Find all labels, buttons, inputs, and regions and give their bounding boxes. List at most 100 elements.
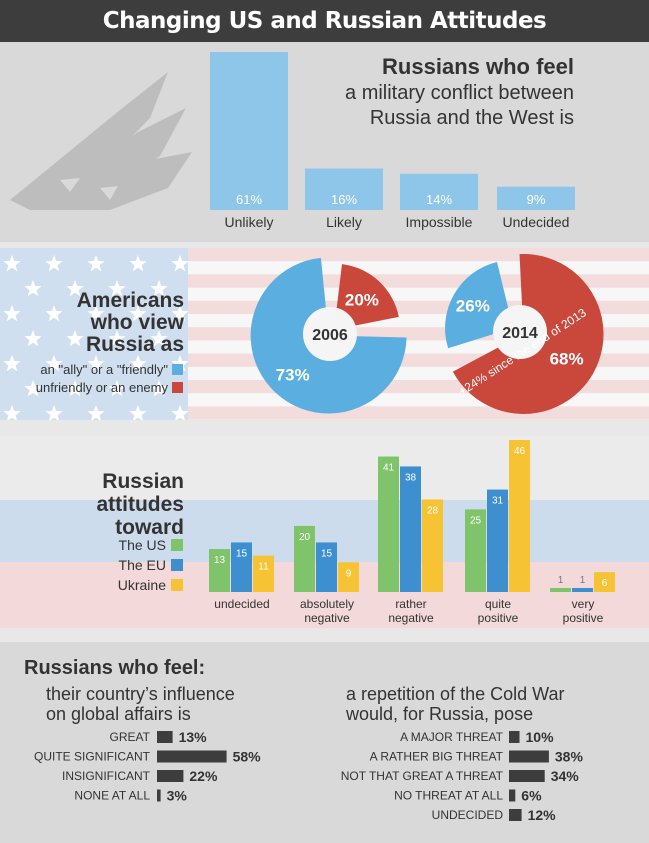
star-icon [108,330,126,347]
bar-category-label: GREAT [110,730,151,744]
section2-title: Americans who view Russia as [0,290,184,356]
star-icon [87,255,105,272]
chart-cold-war: A MAJOR THREAT 10% A RATHER BIG THREAT 38% N… [341,729,584,823]
data-label: 38 [405,472,417,483]
section1-subtitle-1: a military conflict between [345,82,574,104]
star-icon [108,380,126,397]
data-label: 58% [233,749,262,765]
star-icon [3,355,21,372]
bar [378,456,399,592]
bar [594,572,615,592]
data-label: 11 [258,562,269,573]
tick-label: positive [478,611,519,625]
data-label: 10% [526,729,555,745]
data-label: 28 [427,505,439,516]
bar-category-label: UNDECIDED [432,808,504,822]
legend-swatch-ukraine [171,579,183,591]
section2-title-line: Americans [76,289,184,312]
star-icon [171,255,189,272]
bar-category-label: A MAJOR THREAT [400,730,504,744]
section2-title-line: Russia as [85,333,184,356]
data-label: 20% [345,291,379,310]
star-icon [171,305,189,322]
tick-label: Unlikely [224,214,273,230]
data-label: 9 [346,568,352,579]
legend-label-ally: an "ally" or a "friendly" [40,362,168,377]
bar [509,750,549,763]
data-label: 46 [514,446,526,457]
star-icon [66,380,84,397]
star-icon [66,280,84,297]
section4-right-subtitle: a repetition of the Cold War would, for … [346,684,564,724]
tick-label: Impossible [406,214,473,230]
donut-hole [493,305,547,359]
bar [509,809,522,821]
data-label: 25 [470,515,482,526]
bar-category-label: QUITE SIGNIFICANT [34,750,151,764]
bar [157,789,161,802]
tick-label: negative [388,611,434,625]
bar [157,731,173,743]
tick-label: Undecided [503,214,570,230]
data-label: 34% [551,768,580,784]
chart-influence: GREAT 13% QUITE SIGNIFICANT 58% INSIGNIFICAN… [34,729,262,804]
center-label: 2014 [502,325,538,342]
data-label: 41 [383,463,395,474]
star-icon [108,280,126,297]
section4-title: Russians who feel: [24,657,206,679]
tick-label: negative [304,611,350,625]
tick-label: quite [485,597,511,611]
subtitle-line: on global affairs is [46,704,191,724]
section-influence [0,642,649,843]
chart-russian-attitudes: 131511undecided20159absolutelynegative41… [209,440,615,625]
data-label: 16% [331,192,357,207]
star-icon [3,305,21,322]
chart-military-conflict: 61% Unlikely 16% Likely 14% Impossible 9% Undec… [210,52,575,230]
data-label: 15 [321,548,333,559]
bar [157,750,227,763]
star-icon [129,255,147,272]
section3-title-line: attitudes [96,493,184,516]
bar [209,549,230,592]
star-icon [129,355,147,372]
data-label: 20 [299,532,311,543]
data-label: 61% [236,192,262,207]
page-title: Changing US and Russian Attitudes [102,8,547,34]
header-bar [0,0,649,42]
bar [422,499,443,592]
bar [509,770,545,782]
pie-slice [334,264,399,330]
center-label: 2006 [312,327,348,344]
legend-swatch-enemy [172,382,183,393]
star-icon [87,405,105,420]
section1-subtitle-2: Russia and the West is [369,107,574,129]
star-icon [24,280,42,297]
star-icon [87,355,105,372]
bar [305,168,383,210]
section1-title: Russians who feel [382,54,574,79]
data-label: 9% [527,192,546,207]
subtitle-line: would, for Russia, pose [346,704,534,724]
data-label: 38% [555,749,584,765]
data-label: 31 [492,496,504,507]
bar [465,509,486,592]
section3-title-line: Russian [102,470,184,493]
legend-label-enemy: unfriendly or an enemy [35,380,168,395]
star-icon [129,405,147,420]
data-label: 15 [236,548,248,559]
star-icon [66,330,84,347]
bar [338,562,359,592]
bar [550,588,571,592]
data-label: 12% [528,807,557,823]
bar [253,555,274,592]
star-icon [171,405,189,420]
data-label: 73% [276,365,310,384]
star-icon [171,355,189,372]
legend-swatch-us [171,539,183,551]
legend-swatch-eu [171,559,183,571]
bar [294,525,315,592]
star-icon [24,330,42,347]
data-label: 1 [580,575,586,586]
tick-label: Likely [326,214,362,230]
